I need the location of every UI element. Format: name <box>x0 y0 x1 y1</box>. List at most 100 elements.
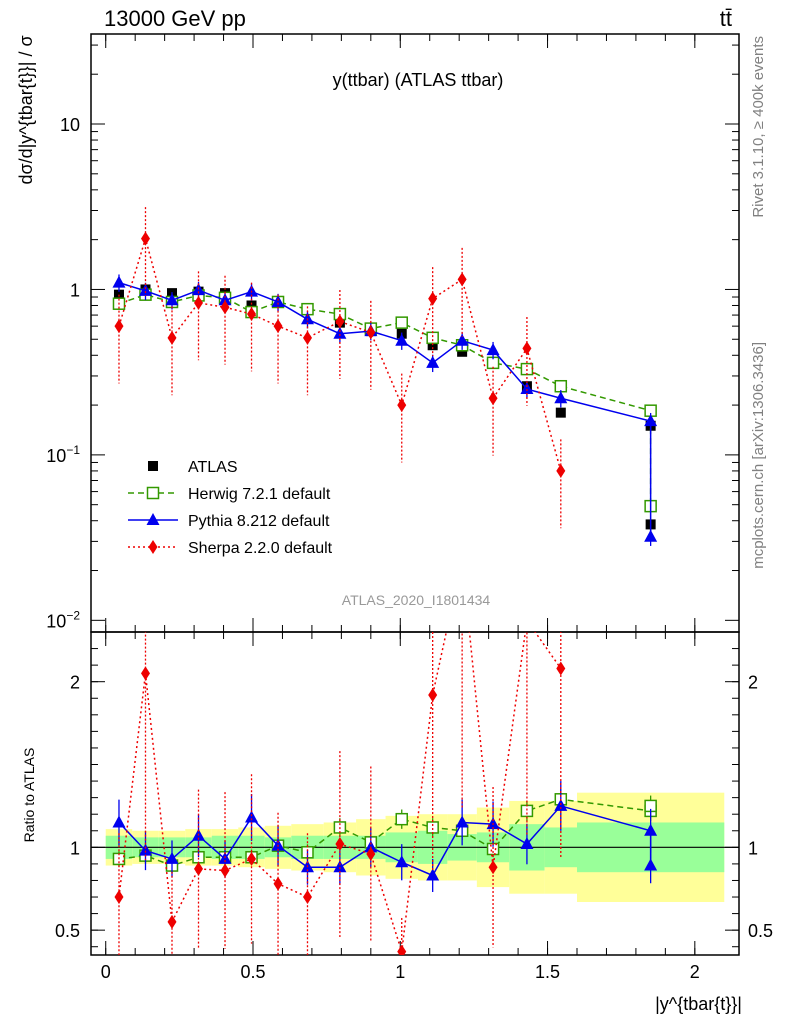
herwig-ratio-point <box>395 812 408 826</box>
sherpa-point <box>522 341 532 356</box>
sherpa-ratio-point <box>397 944 407 955</box>
pythia-ratio-point <box>395 855 409 868</box>
pythia-point <box>112 275 126 288</box>
pythia-point <box>138 283 152 296</box>
sherpa-point <box>366 325 376 340</box>
sherpa-ratio-point <box>194 861 204 876</box>
sherpa-ratio-point <box>273 876 283 891</box>
legend: ATLAS Herwig 7.2.1 default Pythia 8.212 de… <box>128 459 333 557</box>
herwig-point <box>426 331 439 345</box>
herwig-ratio-point <box>520 804 534 818</box>
pythia-point <box>520 382 534 395</box>
x-tick-label: 2 <box>690 962 700 982</box>
ratio-tick-label-left: 1 <box>70 838 80 858</box>
pythia-point <box>300 312 314 325</box>
ratio-tick-label-left: 0.5 <box>55 921 80 941</box>
herwig-ratio-point <box>426 821 439 834</box>
sherpa-point <box>428 291 438 306</box>
ratio-plot-area <box>91 552 739 955</box>
pythia-point <box>218 293 232 306</box>
ratio-frame <box>90 631 740 956</box>
pythia-ratio-point <box>364 840 378 853</box>
sherpa-point <box>457 272 467 287</box>
sherpa-ratio-point <box>366 846 376 861</box>
top-panel: 10−2 10−1 1 10 <box>46 33 740 955</box>
sherpa-point <box>488 391 498 406</box>
y-tick-label: 10 <box>60 115 80 135</box>
sherpa-ratio-point <box>556 661 566 676</box>
herwig-point <box>554 379 568 393</box>
sherpa-point <box>397 398 407 413</box>
sherpa-ratio-point <box>522 613 531 627</box>
pythia-point <box>333 326 347 339</box>
beam-label: 13000 GeV pp <box>104 6 246 31</box>
y-axis-label-top: dσ/d|y^{tbar{t}}| / σ <box>16 35 36 184</box>
y-axis-label-top-text: dσ/d|y^{tbar{t}}| / σ <box>16 35 36 184</box>
data-point <box>427 340 438 351</box>
pythia-point <box>271 294 285 307</box>
legend-label: ATLAS <box>188 459 238 476</box>
pythia-ratio-point <box>426 868 440 881</box>
sherpa-point <box>556 463 566 478</box>
ratio-tick-label-right: 2 <box>748 673 758 693</box>
pythia-point <box>165 293 179 306</box>
sherpa-point <box>302 330 312 345</box>
sherpa-point <box>140 231 150 246</box>
legend-marker <box>148 461 158 471</box>
pythia-point <box>395 333 409 346</box>
legend-label: Herwig 7.2.1 default <box>188 486 331 503</box>
sherpa-ratio-point <box>114 890 124 905</box>
sherpa-point <box>335 314 345 329</box>
sherpa-point <box>247 307 257 322</box>
sherpa-point <box>273 319 283 334</box>
top-plot-area <box>112 207 658 546</box>
sherpa-point <box>167 330 177 345</box>
x-tick-label: 1 <box>395 962 405 982</box>
pythia-ratio-point <box>138 843 152 856</box>
ratio-tick-label-right: 1 <box>748 838 758 858</box>
sherpa-ratio-point <box>488 860 498 875</box>
legend-label: Sherpa 2.2.0 default <box>188 540 333 557</box>
sherpa-ratio-point <box>302 890 312 905</box>
pythia-ratio-point <box>165 851 179 864</box>
sherpa-ratio-point <box>167 914 177 929</box>
pythia-ratio-point <box>245 810 259 823</box>
sherpa-ratio-point <box>220 863 230 878</box>
legend-marker <box>146 513 160 525</box>
pythia-point <box>644 414 658 427</box>
herwig-point <box>395 316 408 329</box>
pythia-ratio-point <box>644 823 658 836</box>
sherpa-ratio-point <box>335 837 345 852</box>
sherpa-ratio-point <box>458 552 467 566</box>
pythia-ratio-point <box>271 838 285 851</box>
analysis-id: ATLAS_2020_I1801434 <box>342 592 491 608</box>
x-tick-label: 1.5 <box>535 962 560 982</box>
sherpa-point <box>220 300 230 315</box>
pythia-point <box>554 391 568 404</box>
legend-label: Pythia 8.212 default <box>188 513 330 530</box>
sherpa-ratio-point <box>428 687 438 702</box>
pythia-ratio-point <box>112 815 126 828</box>
plot-title: y(ttbar) (ATLAS ttbar) <box>333 70 504 90</box>
pythia-point <box>486 343 500 356</box>
legend-marker <box>148 540 158 554</box>
ratio-panel: 0 0.5 1 1.5 2 0.5 0.5 1 1 2 2 <box>55 552 773 982</box>
ratio-tick-label-left: 2 <box>70 673 80 693</box>
pythia-point <box>644 529 658 542</box>
sherpa-point <box>114 319 124 334</box>
pythia-ratio-point <box>455 815 469 828</box>
legend-marker <box>146 486 160 500</box>
y-tick-label: 10−1 <box>46 443 80 466</box>
pythia-point <box>455 333 469 346</box>
data-point <box>457 346 468 357</box>
data-point <box>246 300 257 311</box>
x-tick-label: 0.5 <box>240 962 265 982</box>
pythia-ratio-point <box>520 837 534 850</box>
sherpa-line <box>118 235 562 472</box>
x-axis-label: |y^{tbar{t}}| <box>655 994 742 1014</box>
ratio-tick-label-right: 0.5 <box>748 921 773 941</box>
pythia-point <box>426 355 440 368</box>
process-label: tt̄ <box>720 6 732 31</box>
sherpa-ratio-point <box>247 851 257 866</box>
